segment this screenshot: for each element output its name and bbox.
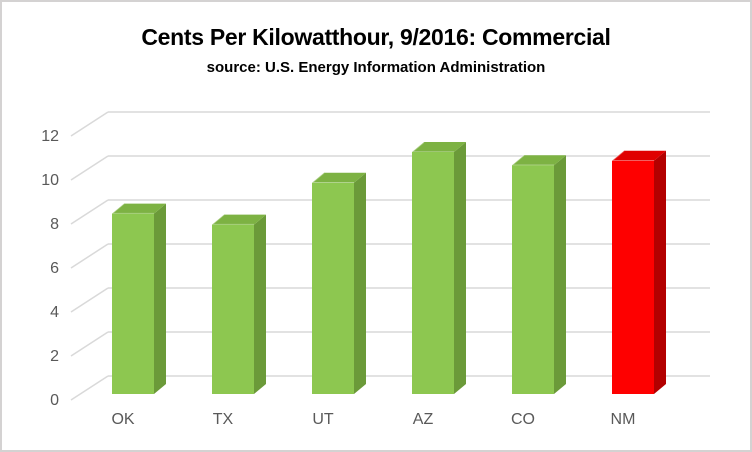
tick-connector-12 — [70, 111, 109, 137]
y-tick-label-0: 0 — [50, 392, 59, 409]
bar-az-side — [454, 142, 466, 394]
y-tick-label-8: 8 — [50, 216, 59, 233]
bar-ut-side — [354, 172, 366, 394]
bar-ok-top — [112, 203, 166, 214]
chart-title: Cents Per Kilowatthour, 9/2016: Commerci… — [141, 24, 611, 50]
bar-ok — [112, 213, 154, 394]
y-tick-label-10: 10 — [41, 172, 59, 189]
y-tick-label-12: 12 — [41, 128, 59, 145]
bar-co — [512, 165, 554, 394]
bar-az-top — [412, 142, 466, 152]
bar-tx-side — [254, 214, 266, 394]
x-category-label-co: CO — [511, 411, 535, 428]
bar-tx — [212, 224, 254, 394]
x-category-label-ut: UT — [312, 411, 334, 428]
bar-ut — [312, 182, 354, 394]
tick-connector-0 — [70, 375, 109, 401]
y-tick-label-2: 2 — [50, 348, 59, 365]
tick-connector-8 — [70, 199, 109, 225]
bar-ut-top — [312, 172, 366, 183]
bar-nm-side — [654, 150, 666, 394]
x-category-label-ok: OK — [111, 411, 134, 428]
bar-nm — [612, 160, 654, 394]
bar-co-top — [512, 155, 566, 166]
x-category-label-tx: TX — [213, 411, 234, 428]
bar-co-side — [554, 155, 566, 394]
bar-az — [412, 152, 454, 394]
x-category-label-nm: NM — [611, 411, 636, 428]
bar-ok-side — [154, 203, 166, 394]
tick-connector-6 — [70, 243, 109, 269]
bar-nm-top — [612, 150, 666, 161]
bar-tx-top — [212, 214, 266, 225]
tick-connector-2 — [70, 331, 109, 357]
tick-connector-10 — [70, 155, 109, 181]
y-tick-label-6: 6 — [50, 260, 59, 277]
x-category-label-az: AZ — [413, 411, 434, 428]
tick-connector-4 — [70, 287, 109, 313]
chart-subtitle: source: U.S. Energy Information Administ… — [206, 59, 546, 76]
y-tick-label-4: 4 — [50, 304, 59, 321]
